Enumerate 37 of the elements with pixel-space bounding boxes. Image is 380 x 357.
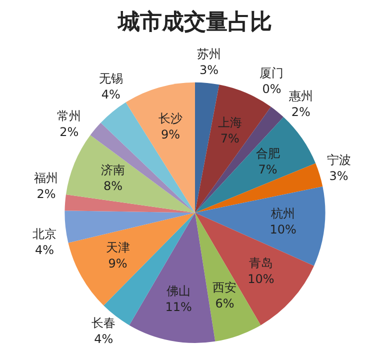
slice-label: 青岛 bbox=[248, 256, 273, 270]
slice-label: 杭州 bbox=[270, 206, 296, 220]
slice-label: 宁波 bbox=[326, 153, 351, 168]
slice-label: 佛山 bbox=[166, 284, 191, 298]
slice-label: 西安 bbox=[212, 280, 237, 294]
data-label: 3% bbox=[329, 169, 348, 184]
data-label: 10% bbox=[248, 272, 274, 286]
data-label: 2% bbox=[36, 187, 56, 202]
data-label: 8% bbox=[103, 179, 123, 194]
slice-label: 济南 bbox=[101, 163, 126, 178]
slice-label: 天津 bbox=[106, 240, 130, 254]
data-label: 2% bbox=[291, 105, 310, 120]
data-label: 7% bbox=[258, 162, 278, 176]
text: 0% bbox=[262, 82, 282, 96]
slice-label: 北京 bbox=[32, 227, 56, 242]
data-label: 9% bbox=[108, 256, 128, 270]
slice-label: 苏州 bbox=[197, 47, 222, 62]
slice-label: 合肥 bbox=[256, 146, 280, 160]
data-label: 4% bbox=[94, 332, 114, 346]
category-label: 厦门 bbox=[260, 66, 284, 80]
data-label: 6% bbox=[215, 296, 234, 310]
slice-label: 常州 bbox=[57, 108, 82, 123]
data-label: 7% bbox=[220, 131, 240, 146]
data-label: 2% bbox=[60, 124, 79, 139]
data-label: 4% bbox=[34, 243, 54, 258]
data-label: 3% bbox=[199, 63, 219, 78]
data-label: 11% bbox=[165, 300, 192, 314]
chart-title: 城市成交量占比 bbox=[117, 8, 272, 35]
slice-label: 长春 bbox=[92, 316, 116, 330]
data-label: 4% bbox=[101, 88, 120, 102]
slice-label: 惠州 bbox=[288, 89, 313, 104]
data-label: 10% bbox=[270, 222, 296, 236]
slice-label: 上海 bbox=[218, 115, 242, 130]
slice-label: 福州 bbox=[34, 171, 58, 186]
slice-label: 长沙 bbox=[158, 112, 183, 126]
data-label: 9% bbox=[160, 128, 180, 142]
slice-label: 无锡 bbox=[98, 72, 123, 86]
